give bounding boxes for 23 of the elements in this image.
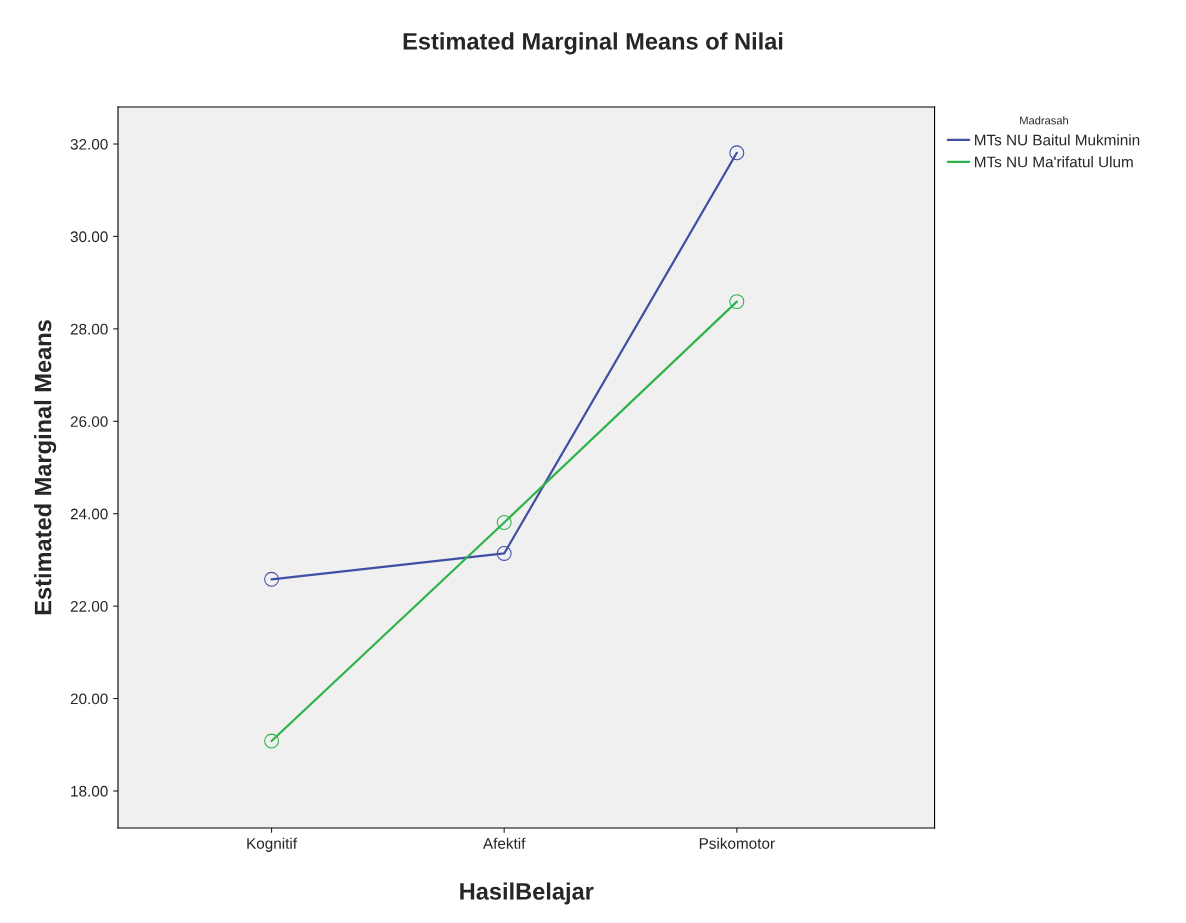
point xyxy=(729,145,745,161)
chart-title: Estimated Marginal Means of Nilai xyxy=(403,32,783,55)
y-tick-label: 30.00 xyxy=(70,231,108,243)
y-tick-label: 18.00 xyxy=(71,785,108,797)
x-axis-title: HasilBelajar xyxy=(460,882,594,905)
legend-label: MTs NU Baitul Mukminin xyxy=(975,134,1140,146)
y-tick-label: 24.00 xyxy=(70,508,108,520)
point xyxy=(264,733,280,749)
point xyxy=(264,571,280,587)
point xyxy=(496,545,512,561)
x-tick-label: Afektif xyxy=(482,837,526,849)
point xyxy=(496,515,512,530)
legend-title: Madrasah xyxy=(1020,116,1068,125)
x-tick-label: Psikomotor xyxy=(699,837,775,849)
y-axis-title: Estimated Marginal Means xyxy=(34,320,57,615)
y-tick-label: 20.00 xyxy=(70,693,108,705)
x-tick-label: Kognitif xyxy=(247,837,298,852)
y-tick-label: 32.00 xyxy=(70,138,108,150)
y-tick-label: 28.00 xyxy=(70,323,108,335)
y-tick-label: 22.00 xyxy=(70,600,108,612)
point xyxy=(729,294,745,310)
y-tick-label: 26.00 xyxy=(70,416,108,427)
legend-label: MTs NU Ma'rifatul Ulum xyxy=(975,156,1133,168)
